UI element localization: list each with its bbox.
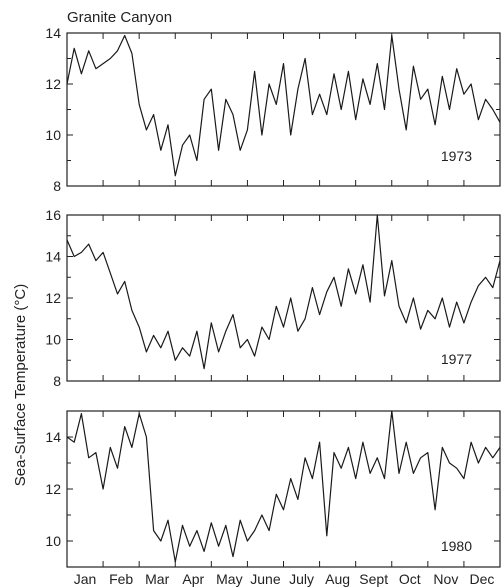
figure-title: Granite Canyon xyxy=(67,9,172,26)
y-tick-label: 12 xyxy=(45,290,61,306)
panels: 8 10 12 14 1973 8 10 12 14 16 1977 10 12 14 1980 xyxy=(45,25,501,568)
y-tick-label: 14 xyxy=(45,429,61,445)
month-label: Dec xyxy=(470,571,495,587)
month-label: July xyxy=(289,571,314,587)
y-tick-label: 14 xyxy=(45,25,61,41)
y-tick-label: 8 xyxy=(53,178,61,194)
series-line-1973 xyxy=(66,34,501,177)
year-label: 1977 xyxy=(441,351,472,367)
month-label: Feb xyxy=(109,571,133,587)
y-axis-label: Sea-Surface Temperature (°C) xyxy=(12,284,29,486)
month-label: Sept xyxy=(359,571,388,587)
month-label: Mar xyxy=(145,571,169,587)
month-label: Apr xyxy=(182,571,204,587)
y-tick-label: 12 xyxy=(45,76,61,92)
year-label: 1973 xyxy=(441,148,472,164)
y-tick-label: 10 xyxy=(45,127,61,143)
series-line-1980 xyxy=(66,410,501,563)
month-label: May xyxy=(216,571,242,587)
panel-frame xyxy=(66,214,501,382)
y-tick-label: 16 xyxy=(45,207,61,223)
y-tick-label: 12 xyxy=(45,481,61,497)
month-label: Aug xyxy=(325,571,350,587)
panel-1977: 8 10 12 14 16 1977 xyxy=(45,207,501,389)
panel-1980: 10 12 14 1980 xyxy=(45,410,501,568)
month-label: Nov xyxy=(433,571,458,587)
month-axis: Jan Feb Mar Apr May June July Aug Sept Oct Nov Dec xyxy=(74,571,495,587)
y-tick-label: 8 xyxy=(53,373,61,389)
month-label: June xyxy=(250,571,281,587)
panel-frame xyxy=(66,410,501,568)
y-tick-label: 10 xyxy=(45,533,61,549)
panel-1973: 8 10 12 14 1973 xyxy=(45,25,501,194)
series-line-1977 xyxy=(66,214,501,370)
month-label: Oct xyxy=(399,571,421,587)
y-tick-label: 14 xyxy=(45,249,61,265)
year-label: 1980 xyxy=(441,538,472,554)
y-tick-label: 10 xyxy=(45,332,61,348)
month-label: Jan xyxy=(74,571,97,587)
